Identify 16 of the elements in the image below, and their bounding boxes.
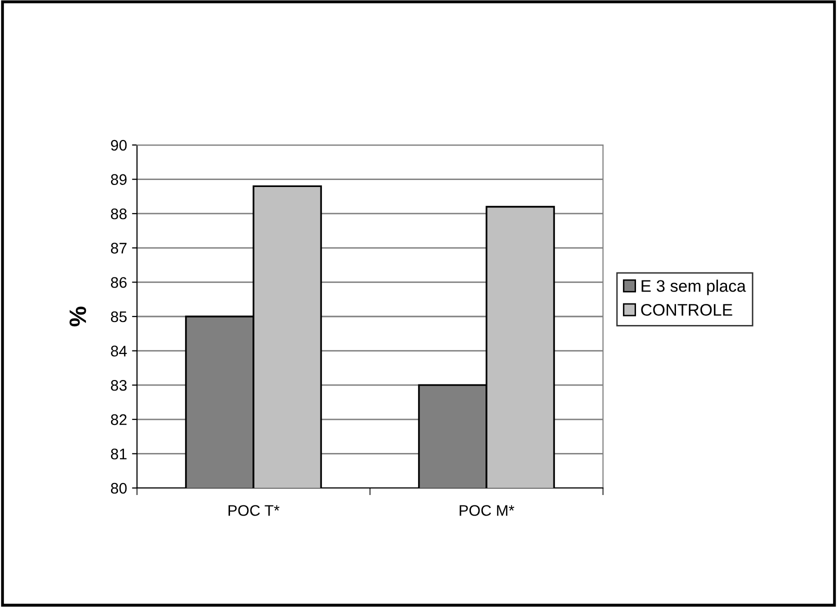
y-tick-label: 83 [110, 380, 127, 391]
y-axis-title: % [70, 306, 86, 326]
y-tick-label: 88 [110, 208, 127, 220]
y-tick-label: 86 [110, 277, 127, 288]
y-tick-label: 82 [110, 414, 127, 426]
x-tick-label: POC T* [228, 505, 280, 516]
y-tick-label: 85 [110, 311, 127, 322]
y-tick-label: 90 [111, 140, 127, 151]
y-tick-label: 87 [110, 242, 127, 254]
y-tick-label: 80 [110, 482, 127, 494]
x-tick-label: POC M* [460, 505, 514, 516]
legend-label: E 3 sem placa [642, 280, 746, 296]
y-tick-label: 81 [110, 448, 127, 460]
legend-label: CONTROLE [641, 304, 732, 316]
y-tick-label: 89 [110, 174, 127, 185]
y-tick-label: 84 [110, 346, 127, 356]
